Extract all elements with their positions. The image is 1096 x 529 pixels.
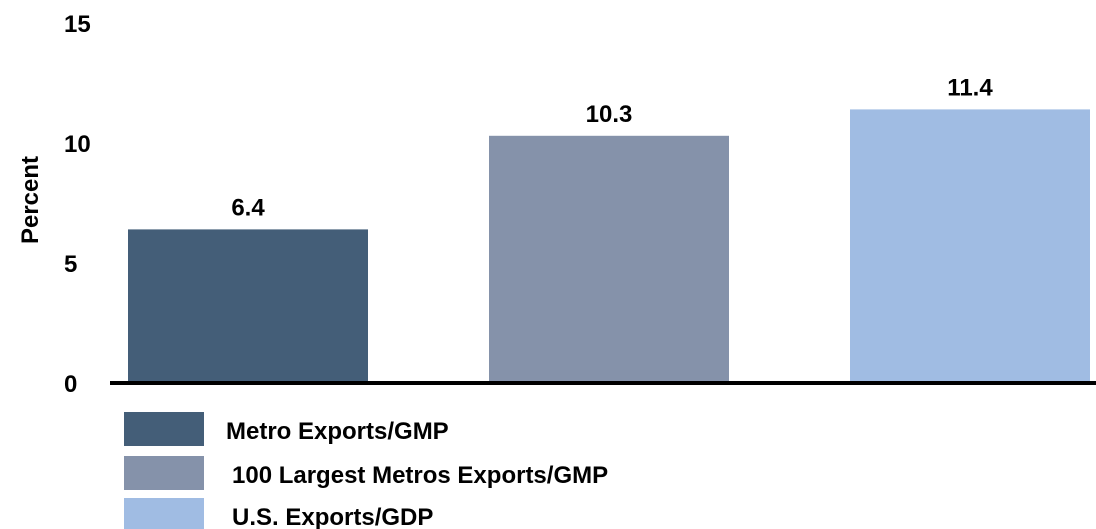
legend-label: U.S. Exports/GDP bbox=[232, 504, 433, 529]
y-tick-label: 10 bbox=[64, 131, 91, 158]
data-labels-group: 6.4 10.3 11.4 bbox=[231, 74, 993, 221]
bar bbox=[850, 109, 1090, 384]
legend-swatch bbox=[124, 456, 204, 490]
y-axis-ticks: 0 5 10 15 bbox=[64, 11, 91, 398]
legend-label: 100 Largest Metros Exports/GMP bbox=[232, 462, 608, 489]
bar bbox=[128, 229, 368, 383]
bar-value-label: 11.4 bbox=[947, 74, 993, 101]
bar bbox=[489, 135, 729, 383]
legend: Metro Exports/GMP 100 Largest Metros Expo… bbox=[124, 412, 608, 529]
y-tick-label: 5 bbox=[64, 251, 77, 278]
legend-swatch bbox=[124, 412, 204, 446]
legend-label: Metro Exports/GMP bbox=[226, 418, 449, 445]
bar-value-label: 10.3 bbox=[586, 101, 633, 128]
y-axis-label: Percent bbox=[17, 156, 44, 244]
legend-swatch bbox=[124, 498, 204, 529]
y-tick-label: 15 bbox=[64, 11, 91, 38]
bar-value-label: 6.4 bbox=[231, 194, 265, 221]
y-tick-label: 0 bbox=[64, 371, 77, 398]
bars-group bbox=[128, 109, 1090, 384]
